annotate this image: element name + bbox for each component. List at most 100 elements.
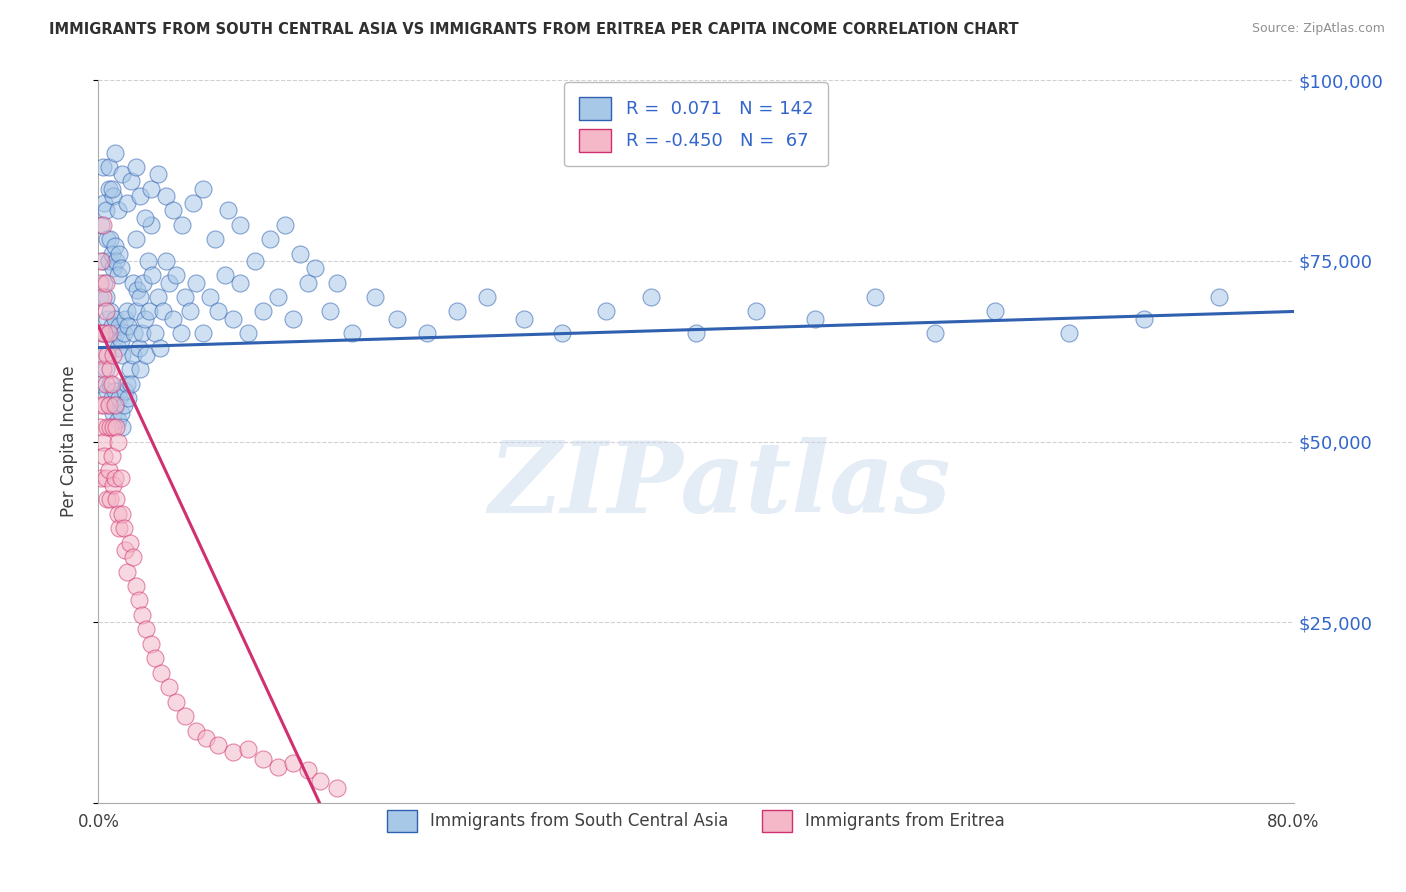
- Text: Source: ZipAtlas.com: Source: ZipAtlas.com: [1251, 22, 1385, 36]
- Point: [214, 268, 236, 283]
- Y-axis label: Per Capita Income: Per Capita Income: [59, 366, 77, 517]
- Point: [222, 311, 245, 326]
- Point: [107, 268, 129, 283]
- Point: [115, 304, 138, 318]
- Point: [169, 326, 191, 340]
- Point: [107, 434, 129, 449]
- Point: [129, 362, 152, 376]
- Point: [98, 376, 122, 391]
- Point: [326, 276, 349, 290]
- Point: [94, 470, 117, 484]
- Point: [91, 434, 114, 449]
- Point: [90, 218, 112, 232]
- Point: [96, 232, 118, 246]
- Point: [195, 731, 218, 745]
- Point: [152, 304, 174, 318]
- Point: [96, 311, 118, 326]
- Point: [131, 607, 153, 622]
- Point: [118, 535, 141, 549]
- Point: [162, 203, 184, 218]
- Point: [745, 304, 768, 318]
- Point: [150, 665, 173, 680]
- Point: [207, 304, 229, 318]
- Point: [111, 167, 134, 181]
- Point: [129, 290, 152, 304]
- Point: [98, 420, 122, 434]
- Point: [90, 326, 112, 340]
- Point: [141, 268, 163, 283]
- Point: [103, 420, 125, 434]
- Point: [96, 492, 118, 507]
- Point: [252, 752, 274, 766]
- Point: [121, 276, 143, 290]
- Point: [94, 276, 117, 290]
- Point: [105, 326, 128, 340]
- Point: [97, 326, 120, 340]
- Point: [326, 781, 349, 796]
- Point: [103, 334, 125, 348]
- Point: [157, 276, 180, 290]
- Point: [105, 492, 128, 507]
- Point: [101, 391, 124, 405]
- Point: [94, 304, 117, 318]
- Point: [172, 218, 194, 232]
- Point: [93, 276, 115, 290]
- Point: [446, 304, 468, 318]
- Point: [281, 311, 304, 326]
- Point: [125, 579, 148, 593]
- Point: [115, 376, 138, 391]
- Point: [157, 680, 180, 694]
- Point: [222, 745, 245, 759]
- Point: [98, 304, 122, 318]
- Point: [94, 376, 117, 391]
- Point: [162, 311, 184, 326]
- Point: [252, 304, 274, 318]
- Point: [165, 268, 187, 283]
- Point: [107, 413, 129, 427]
- Point: [91, 326, 114, 340]
- Point: [114, 384, 136, 398]
- Point: [120, 174, 142, 188]
- Point: [97, 326, 120, 340]
- Point: [259, 232, 281, 246]
- Point: [139, 181, 162, 195]
- Point: [98, 362, 122, 376]
- Point: [129, 189, 152, 203]
- Point: [94, 203, 117, 218]
- Point: [94, 290, 117, 304]
- Point: [184, 723, 207, 738]
- Point: [104, 398, 127, 412]
- Point: [107, 341, 129, 355]
- Point: [984, 304, 1007, 318]
- Point: [174, 709, 197, 723]
- Point: [105, 420, 128, 434]
- Point: [107, 203, 129, 218]
- Point: [108, 521, 131, 535]
- Point: [107, 507, 129, 521]
- Point: [110, 334, 132, 348]
- Point: [128, 593, 150, 607]
- Point: [1133, 311, 1156, 326]
- Point: [104, 239, 127, 253]
- Point: [200, 290, 222, 304]
- Point: [148, 290, 170, 304]
- Point: [924, 326, 946, 340]
- Point: [475, 290, 498, 304]
- Point: [110, 470, 132, 484]
- Point: [124, 326, 146, 340]
- Point: [104, 311, 127, 326]
- Point: [104, 145, 127, 160]
- Point: [267, 760, 290, 774]
- Point: [125, 232, 148, 246]
- Point: [114, 311, 136, 326]
- Point: [97, 398, 120, 412]
- Point: [103, 261, 125, 276]
- Point: [89, 276, 111, 290]
- Point: [135, 623, 157, 637]
- Point: [148, 167, 170, 181]
- Point: [139, 637, 162, 651]
- Point: [93, 449, 115, 463]
- Point: [101, 376, 124, 391]
- Point: [136, 253, 159, 268]
- Point: [217, 203, 239, 218]
